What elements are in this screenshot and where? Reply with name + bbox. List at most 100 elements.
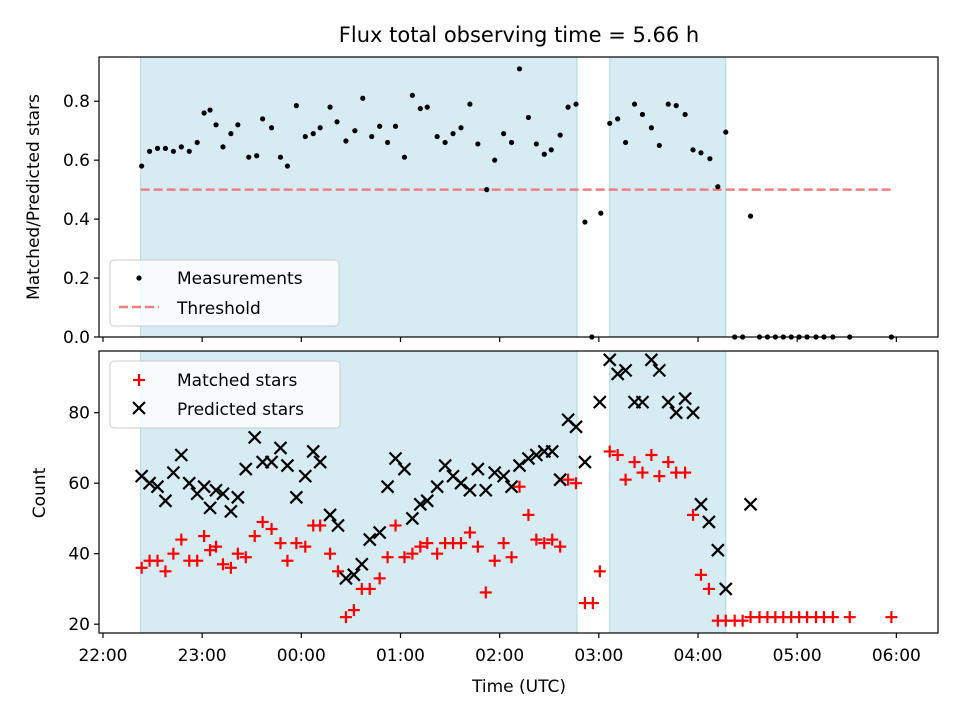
measurement-point — [260, 116, 266, 122]
matched-star-point — [290, 537, 303, 550]
x-stroke — [174, 448, 189, 462]
x-stroke — [521, 451, 536, 466]
matched-star-point — [619, 473, 632, 486]
legend-label-threshold: Threshold — [176, 299, 261, 319]
measurement-point — [673, 103, 679, 109]
predicted-star-point — [166, 465, 181, 480]
x-stroke — [678, 391, 692, 406]
measurement-point — [213, 122, 219, 128]
matched-star-point — [332, 565, 345, 578]
predicted-star-point — [593, 395, 607, 409]
predicted-star-point — [238, 462, 253, 476]
predicted-star-point — [273, 441, 288, 455]
measurement-point — [501, 131, 507, 137]
measurement-point — [424, 104, 430, 110]
x-stroke — [306, 444, 320, 459]
x-stroke — [496, 469, 511, 483]
matched-star-point — [431, 547, 444, 560]
x-stroke — [553, 472, 567, 487]
measurement-point — [139, 163, 145, 169]
predicted-star-point — [197, 479, 211, 494]
top-legend: Measurements Threshold — [109, 259, 340, 327]
measurement-point — [607, 120, 613, 126]
measurement-point — [146, 148, 153, 154]
matched-star-point — [324, 547, 337, 560]
x-stroke — [142, 476, 157, 490]
x-stroke — [380, 479, 395, 494]
x-stroke — [504, 479, 519, 494]
x-tick-label: 22:00 — [78, 646, 127, 666]
x-stroke — [313, 455, 327, 469]
predicted-star-point — [430, 479, 444, 494]
matched-star-point — [546, 533, 559, 546]
x-tick-label: 06:00 — [872, 646, 921, 666]
predicted-star-point — [247, 430, 262, 445]
x-stroke — [446, 469, 460, 483]
predicted-star-point — [743, 497, 758, 512]
measurement-point — [467, 101, 473, 107]
matched-star-point — [562, 473, 575, 486]
x-stroke — [545, 444, 559, 459]
matched-star-point — [175, 533, 188, 546]
measurement-point — [508, 139, 515, 146]
predicted-star-point — [216, 486, 230, 501]
predicted-star-point — [413, 497, 428, 512]
matched-star-point — [593, 565, 606, 578]
predicted-star-point — [264, 455, 279, 469]
predicted-star-point — [339, 571, 353, 586]
measurement-point — [648, 125, 654, 131]
measurement-point — [327, 104, 333, 110]
matched-star-point — [363, 582, 376, 595]
y-tick-label: 20 — [68, 615, 90, 635]
predicted-star-point — [504, 479, 519, 494]
legend-label-measurements: Measurements — [177, 269, 303, 289]
matched-star-point — [611, 448, 624, 461]
measurement-point — [207, 107, 213, 113]
x-stroke — [686, 405, 700, 420]
x-stroke — [331, 518, 345, 533]
x-stroke — [610, 367, 625, 381]
x-stroke — [561, 412, 575, 427]
measurement-point — [665, 101, 671, 107]
x-tick-label: 00:00 — [277, 646, 326, 666]
matched-star-point — [687, 508, 700, 521]
matched-star-point — [135, 561, 148, 574]
matched-star-point — [381, 551, 394, 564]
x-stroke — [702, 515, 716, 529]
x-stroke — [529, 448, 544, 462]
x-stroke — [372, 525, 387, 540]
predicted-star-point — [182, 476, 197, 490]
x-stroke — [743, 497, 758, 512]
matched-star-point — [826, 611, 839, 624]
x-stroke — [264, 455, 279, 469]
matched-star-point — [586, 597, 599, 610]
x-stroke — [438, 458, 452, 473]
x-axis-label: Time (UTC) — [471, 677, 566, 697]
x-stroke — [652, 363, 667, 378]
predicted-star-point — [602, 353, 617, 367]
x-stroke — [478, 483, 493, 498]
predicted-star-point — [150, 479, 165, 494]
measurement-point — [228, 131, 234, 137]
measurement-point — [442, 139, 448, 146]
measurement-point — [573, 101, 579, 107]
predicted-star-point — [463, 483, 477, 498]
predicted-star-point — [718, 582, 733, 596]
predicted-star-point — [362, 532, 377, 547]
bottom-plot-frame — [98, 350, 939, 634]
matched-star-point — [248, 530, 261, 543]
x-stroke — [238, 462, 253, 476]
matched-star-point — [645, 448, 658, 461]
x-stroke — [298, 469, 313, 483]
measurement-point — [254, 153, 260, 159]
y-tick-label: 0.8 — [63, 92, 90, 112]
measurement-point — [548, 147, 554, 153]
matched-star-point — [522, 508, 535, 521]
matched-star-point — [159, 565, 172, 578]
predicted-star-point — [661, 395, 676, 409]
x-stroke — [397, 462, 412, 476]
x-tick-label: 04:00 — [674, 646, 723, 666]
x-stroke — [289, 490, 304, 505]
predicted-star-point — [372, 525, 387, 540]
